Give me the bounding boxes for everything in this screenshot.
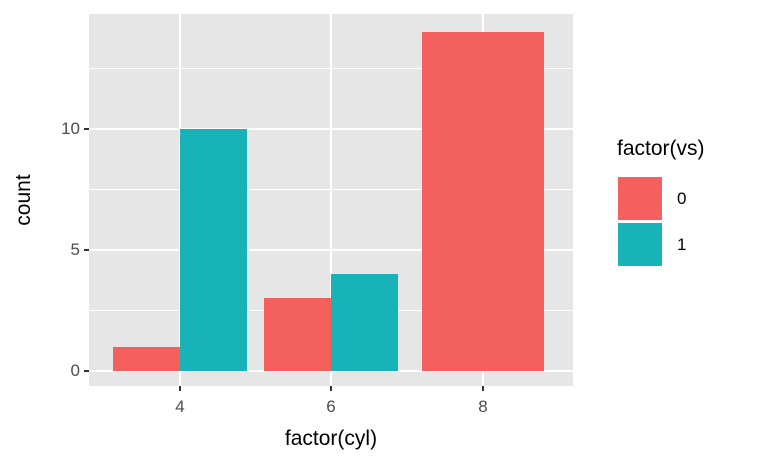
bar-vs1-cyl6 [331,274,398,371]
y-tick-label: 10 [61,119,80,138]
x-tick-mark [179,386,181,391]
y-tick-mark [84,249,89,251]
y-tick-mark [84,370,89,372]
legend-entry-vs0: 0 [618,177,686,220]
x-tick-label: 8 [478,397,488,416]
bar-vs0-cyl6 [264,298,331,371]
legend-entry-vs1: 1 [618,223,686,266]
bar-vs0-cyl8 [422,32,544,371]
legend-label: 0 [677,188,687,208]
gridline-major-x [330,14,332,386]
legend-title: factor(vs) [617,137,705,160]
x-tick-label: 4 [175,397,185,416]
bar-vs1-cyl4 [180,129,247,371]
x-tick-mark [482,386,484,391]
y-tick-mark [84,128,89,130]
legend-label: 1 [677,234,687,254]
y-tick-label: 0 [70,361,80,380]
bar-vs0-cyl4 [113,346,180,371]
legend-swatch-vs0 [618,177,662,220]
x-tick-label: 6 [326,397,336,416]
x-tick-mark [330,386,332,391]
legend-swatch-vs1 [618,223,662,266]
x-axis-title: factor(cyl) [284,427,378,450]
y-tick-label: 5 [70,240,80,259]
plot-panel [89,14,573,386]
y-axis-title: count [12,174,35,226]
